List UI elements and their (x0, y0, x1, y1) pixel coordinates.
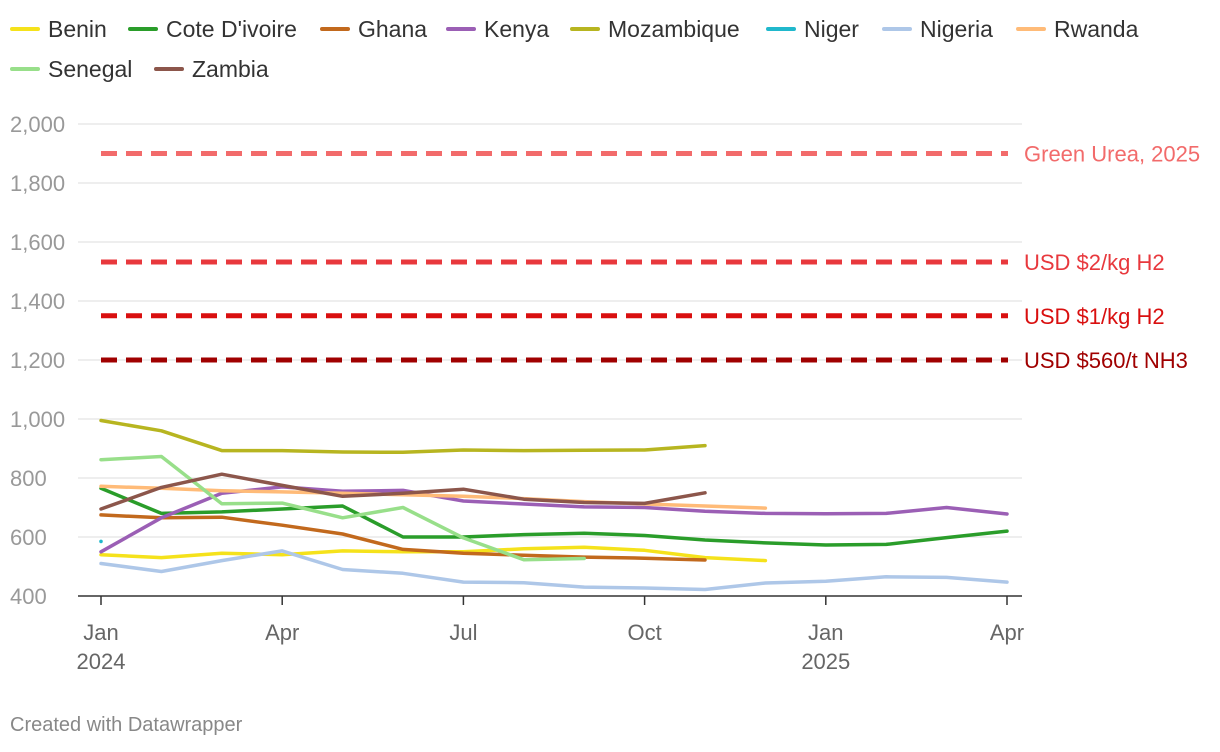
x-tick-label: Jan (83, 620, 118, 645)
y-tick-label: 800 (10, 466, 47, 491)
legend-swatch (128, 27, 158, 31)
reference-line-label: USD $1/kg H2 (1024, 304, 1165, 329)
y-tick-label: 2,000 (10, 112, 65, 137)
y-tick-label: 1,600 (10, 230, 65, 255)
series-line-cote-d-ivoire (99, 486, 1009, 547)
y-tick-label: 1,800 (10, 171, 65, 196)
legend-item: Zambia (154, 54, 269, 84)
y-tick-label: 1,200 (10, 348, 65, 373)
series-line-mozambique (99, 418, 707, 455)
legend-swatch (570, 27, 600, 31)
legend-swatch (766, 27, 796, 31)
reference-line-label: Green Urea, 2025 (1024, 142, 1200, 167)
legend-item: Mozambique (570, 14, 740, 44)
legend-swatch (10, 27, 40, 31)
x-tick-year-label: 2024 (77, 649, 126, 674)
series-point-niger (99, 539, 103, 544)
datawrapper-credit: Created with Datawrapper (10, 714, 243, 736)
legend-swatch (320, 27, 350, 31)
series-line-zambia (99, 472, 707, 511)
x-tick-label: Jan (808, 620, 843, 645)
series-line-nigeria (99, 549, 1009, 592)
legend-label: Nigeria (920, 15, 993, 42)
legend-label: Mozambique (608, 15, 740, 42)
y-tick-label: 1,400 (10, 289, 65, 314)
legend-item: Niger (766, 14, 859, 44)
legend-item: Ghana (320, 14, 427, 44)
line-chart: 400 600 800 1,000 1,200 1,400 1,600 1,800 2,000 J… (10, 112, 1200, 674)
series-line-senegal (99, 454, 586, 562)
y-tick-label: 400 (10, 584, 47, 609)
legend-item: Senegal (10, 54, 132, 84)
legend-label: Niger (804, 15, 859, 42)
reference-line-label: USD $560/t NH3 (1024, 348, 1188, 373)
legend-item: Kenya (446, 14, 549, 44)
legend-swatch (882, 27, 912, 31)
x-tick-label: Apr (990, 620, 1024, 645)
legend-label: Kenya (484, 15, 550, 42)
legend-item: Nigeria (882, 14, 993, 44)
legend-item: Rwanda (1016, 14, 1138, 44)
legend-item: Cote D'ivoire (128, 14, 297, 44)
legend-label: Senegal (48, 55, 133, 82)
legend-label: Rwanda (1054, 15, 1139, 42)
y-tick-label: 1,000 (10, 407, 65, 432)
series-line-rwanda (99, 484, 768, 510)
series-line-ghana (99, 513, 707, 562)
legend-swatch (154, 67, 184, 71)
legend-label: Cote D'ivoire (166, 15, 297, 42)
y-tick-label: 600 (10, 525, 47, 550)
reference-line-label: USD $2/kg H2 (1024, 250, 1165, 275)
x-tick-year-label: 2025 (801, 649, 850, 674)
legend-item: Benin (10, 14, 107, 44)
x-tick-label: Jul (449, 620, 477, 645)
legend-swatch (10, 67, 40, 71)
legend-swatch (1016, 27, 1046, 31)
legend-label: Ghana (358, 15, 428, 42)
x-tick-label: Oct (627, 620, 661, 645)
legend-swatch (446, 27, 476, 31)
legend-label: Benin (48, 15, 107, 42)
x-tick-label: Apr (265, 620, 299, 645)
legend-label: Zambia (192, 55, 269, 82)
